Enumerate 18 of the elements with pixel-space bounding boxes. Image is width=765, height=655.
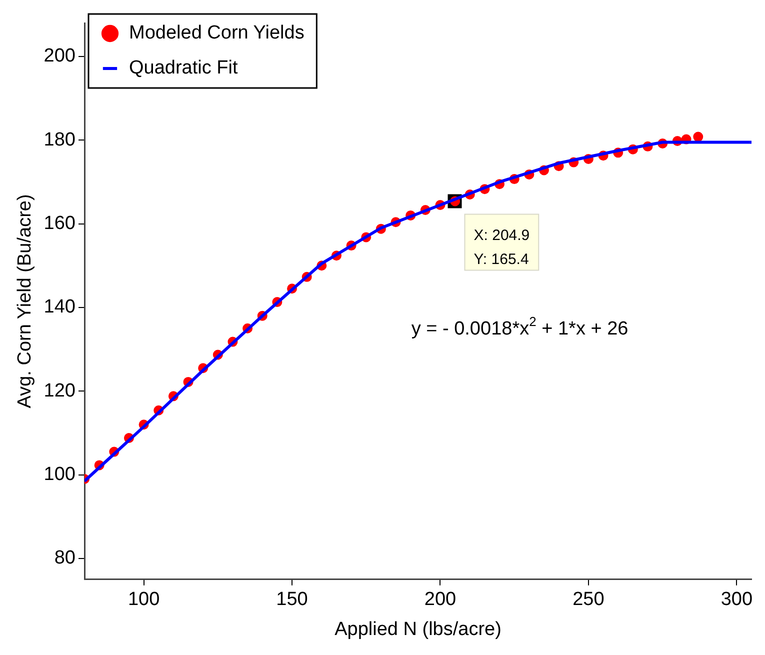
y-tick-label: 80 [54, 548, 76, 569]
legend-label: Modeled Corn Yields [129, 22, 304, 44]
y-tick-label: 160 [44, 213, 76, 234]
legend-label: Quadratic Fit [129, 58, 238, 79]
y-tick-label: 100 [44, 464, 76, 486]
x-tick-label: 300 [720, 589, 753, 610]
x-tick-label: 250 [572, 589, 604, 610]
y-tick-label: 200 [44, 46, 76, 67]
y-axis-title: Avg. Corn Yield (Bu/acre) [14, 194, 36, 408]
x-tick-label: 200 [424, 589, 456, 610]
x-tick-label: 150 [276, 589, 308, 610]
y-tick-label: 140 [44, 296, 76, 318]
y-tick-label: 120 [44, 380, 76, 402]
y-tick-label: 180 [44, 129, 76, 150]
annotation: X: 204.9 Y: 165.4 [474, 227, 530, 268]
x-axis-title: Applied N (lbs/acre) [334, 618, 502, 640]
point [693, 132, 704, 142]
x-tick-label: 100 [128, 589, 160, 610]
